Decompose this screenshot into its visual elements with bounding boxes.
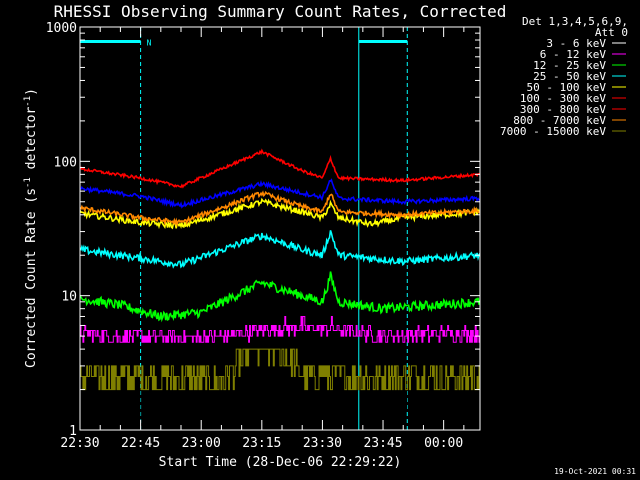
series-9 <box>80 178 480 209</box>
marker-bar-label-0: N <box>147 38 152 47</box>
axes: 1 10 100 1000 22:30 22:45 23:00 23:15 23:30 23:45… <box>46 21 480 451</box>
timestamp: 19-Oct-2021 00:31 <box>554 467 636 476</box>
series-1 <box>80 316 480 343</box>
y-label-part-2: detector <box>24 107 39 178</box>
series-5 <box>80 148 480 189</box>
x-tick-label-2: 23:00 <box>182 436 221 451</box>
x-tick-label-4: 23:30 <box>303 436 342 451</box>
y-label-exp-1: -1 <box>23 177 33 188</box>
series-line-4 <box>80 197 480 230</box>
series-4 <box>80 197 480 230</box>
legend-header-1: Att 0 <box>595 26 628 39</box>
x-axis-label: Start Time (28-Dec-06 22:29:22) <box>159 455 402 470</box>
legend-label-3: 25 - 50 keV <box>533 70 606 83</box>
y-tick-label-2: 100 <box>54 155 77 170</box>
y-axis-label: Corrected Count Rate (s-1 detector-1) <box>23 88 39 368</box>
series-line-2 <box>80 271 480 323</box>
legend-label-0: 3 - 6 keV <box>546 37 606 50</box>
legend-header-0: Det 1,3,4,5,6,9, <box>522 15 628 28</box>
y-label-exp-2: -1 <box>23 96 33 107</box>
series-8 <box>80 348 480 391</box>
legend-label-6: 300 - 800 keV <box>520 103 606 116</box>
y-tick-label-3: 1000 <box>46 21 77 36</box>
legend-label-7: 800 - 7000 keV <box>513 114 606 127</box>
legend-label-5: 100 - 300 keV <box>520 92 606 105</box>
y-tick-label-0: 1 <box>69 424 77 439</box>
x-tick-label-5: 23:45 <box>363 436 402 451</box>
y-label-part-1: Corrected Count Rate (s <box>24 188 39 368</box>
y-label-part-3: ) <box>24 88 39 96</box>
legend-label-1: 6 - 12 keV <box>540 48 607 61</box>
series-line-1 <box>80 316 480 343</box>
series-line-7 <box>80 190 480 228</box>
series-7 <box>80 190 480 228</box>
legend-label-8: 7000 - 15000 keV <box>500 125 606 138</box>
series-line-8 <box>80 348 480 391</box>
series-2 <box>80 271 480 323</box>
series-line-5 <box>80 148 480 189</box>
series-line-3 <box>80 230 480 269</box>
plot-area: N <box>80 27 480 430</box>
x-tick-label-3: 23:15 <box>242 436 281 451</box>
chart-title: RHESSI Observing Summary Count Rates, Co… <box>54 2 507 21</box>
y-tick-label-1: 10 <box>61 290 77 305</box>
plot-frame <box>79 26 481 431</box>
series-3 <box>80 230 480 269</box>
x-tick-label-0: 22:30 <box>60 436 99 451</box>
series-line-9 <box>80 178 480 209</box>
legend-label-4: 50 - 100 keV <box>527 81 607 94</box>
x-tick-label-6: 00:00 <box>424 436 463 451</box>
legend-label-2: 12 - 25 keV <box>533 59 606 72</box>
x-tick-label-1: 22:45 <box>121 436 160 451</box>
